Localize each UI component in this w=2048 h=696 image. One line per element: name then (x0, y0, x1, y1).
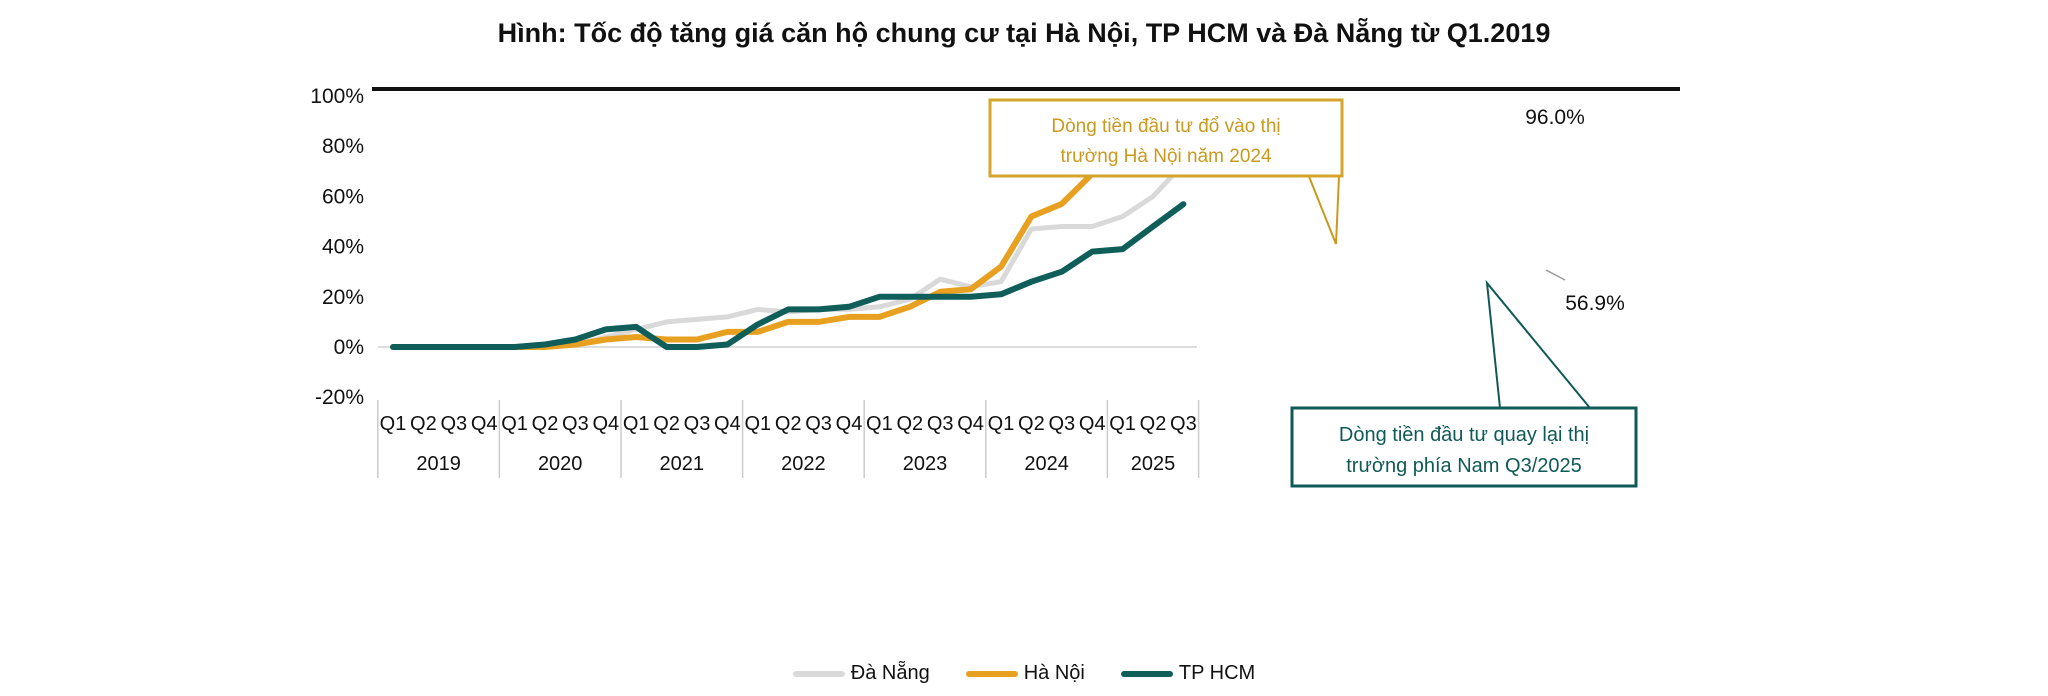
y-tick-label: 20% (322, 286, 364, 309)
callout-box-tp-hcm (1290, 406, 1638, 488)
y-tick-label: 60% (322, 185, 364, 208)
y-tick-label: 40% (322, 236, 364, 259)
chart-title: Hình: Tốc độ tăng giá căn hộ chung cư tạ… (497, 18, 1551, 48)
x-tick-quarter: Q3 (1170, 413, 1197, 435)
x-tick-quarter: Q4 (836, 413, 863, 435)
y-tick-label: 80% (322, 135, 364, 158)
legend-item-da-nang: Đà Nẵng (792, 662, 930, 685)
annotation-ha-noi-line2: trường Hà Nội năm 2024 (1060, 146, 1271, 167)
x-tick-quarter: Q1 (380, 413, 407, 435)
x-tick-quarter: Q2 (653, 413, 680, 435)
legend-swatch-da-nang (792, 670, 845, 677)
x-tick-year: 2023 (903, 453, 948, 475)
annotation-tp-hcm-line2: trường phía Nam Q3/2025 (1346, 455, 1582, 477)
x-tick-quarter: Q4 (592, 413, 619, 435)
y-axis: 100% 80% 60% 40% 20% 0% -20% (310, 85, 1197, 409)
x-tick-quarter: Q4 (471, 413, 498, 435)
callout-pointer-tp-hcm (1485, 279, 1591, 409)
x-tick-quarter: Q3 (927, 413, 954, 435)
x-tick-year: 2022 (781, 453, 826, 475)
x-tick-quarter: Q2 (896, 413, 923, 435)
x-tick-quarter: Q1 (1109, 413, 1136, 435)
x-tick-quarter: Q1 (623, 413, 650, 435)
annotation-ha-noi-line1: Dòng tiền đầu tư đổ vào thị (1051, 116, 1280, 137)
title-divider (372, 87, 1680, 91)
x-tick-quarter: Q3 (1048, 413, 1075, 435)
x-tick-quarter: Q3 (805, 413, 832, 435)
legend-swatch-ha-noi (965, 670, 1018, 677)
x-tick-quarter: Q1 (501, 413, 528, 435)
x-tick-quarter: Q4 (1079, 413, 1106, 435)
y-tick-label: -20% (315, 386, 364, 409)
y-tick-label: 0% (334, 336, 364, 359)
x-tick-quarter: Q2 (1018, 413, 1045, 435)
x-tick-quarter: Q3 (440, 413, 467, 435)
x-tick-quarter: Q4 (714, 413, 741, 435)
legend-item-tp-hcm: TP HCM (1120, 662, 1256, 685)
series-lines (390, 103, 1187, 350)
x-tick-year: 2020 (538, 453, 583, 475)
legend-label-tp-hcm: TP HCM (1178, 662, 1256, 684)
x-tick-year: 2021 (660, 453, 705, 475)
x-tick-year: 2025 (1131, 453, 1176, 475)
x-tick-year: 2024 (1024, 453, 1069, 475)
annotation-ha-noi: Dòng tiền đầu tư đổ vào thị trường Hà Nộ… (988, 98, 1344, 245)
callout-box-ha-noi (988, 98, 1344, 178)
x-tick-quarter: Q2 (775, 413, 802, 435)
x-tick-quarter: Q4 (957, 413, 984, 435)
x-tick-quarter: Q1 (866, 413, 893, 435)
x-tick-quarter: Q3 (562, 413, 589, 435)
annotation-tp-hcm: Dòng tiền đầu tư quay lại thị trường phí… (1290, 279, 1638, 488)
data-label-tp-hcm-last: 56.9% (1565, 292, 1625, 315)
legend-label-da-nang: Đà Nẵng (850, 662, 930, 684)
legend-item-ha-noi: Hà Nội (965, 662, 1085, 685)
legend-label-ha-noi: Hà Nội (1023, 662, 1085, 684)
data-label-leader-tp-hcm (1545, 269, 1566, 281)
x-tick-quarter: Q3 (684, 413, 711, 435)
series-line-tp-hcm (390, 201, 1187, 350)
legend-swatch-tp-hcm (1120, 670, 1173, 677)
x-tick-quarter: Q2 (532, 413, 559, 435)
data-label-ha-noi-last: 96.0% (1525, 106, 1585, 129)
x-tick-year: 2019 (416, 453, 461, 475)
annotation-tp-hcm-line1: Dòng tiền đầu tư quay lại thị (1339, 424, 1589, 446)
x-tick-quarter: Q2 (1140, 413, 1167, 435)
y-tick-label: 100% (310, 85, 364, 108)
x-tick-quarter: Q1 (988, 413, 1015, 435)
chart-legend: Đà Nẵng Hà Nội TP HCM (0, 662, 2048, 685)
x-tick-quarter: Q1 (744, 413, 771, 435)
x-tick-quarter: Q2 (410, 413, 437, 435)
